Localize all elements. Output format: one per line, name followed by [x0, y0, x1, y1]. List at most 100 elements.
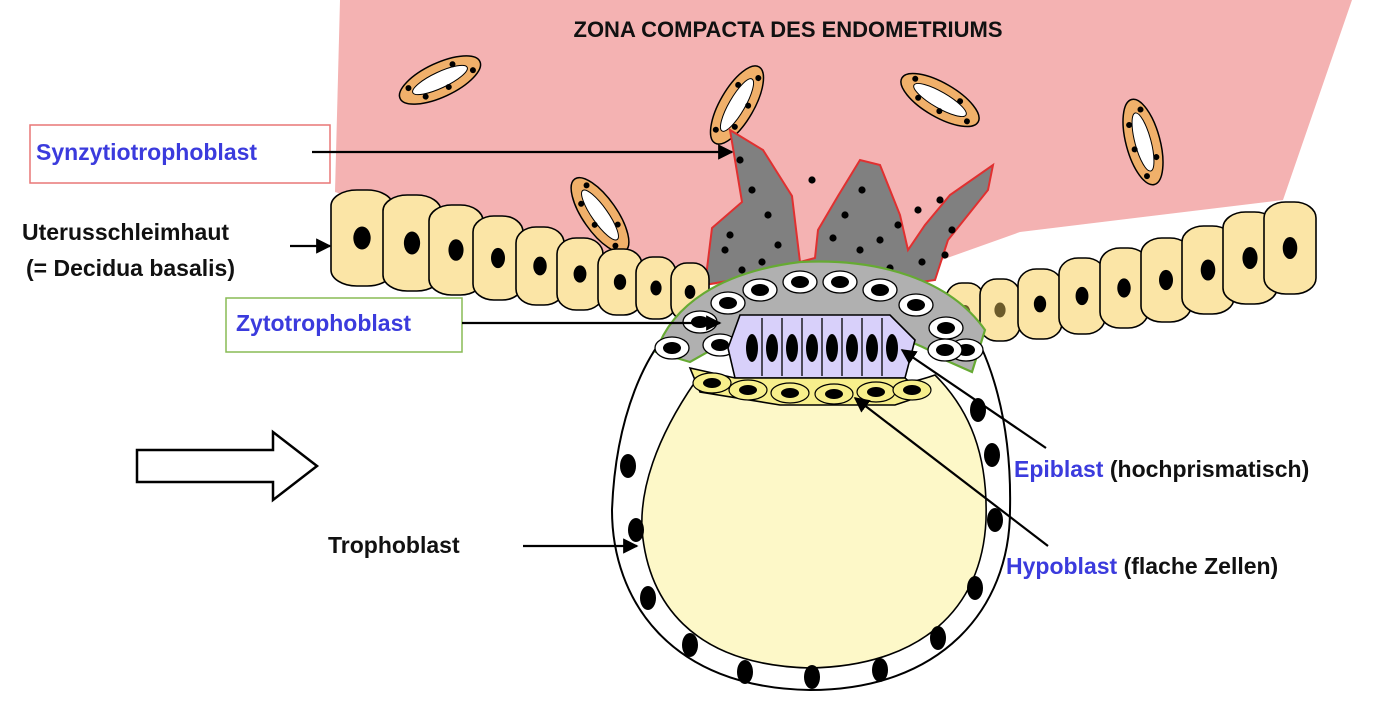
hypoblast-nucleus	[703, 378, 721, 388]
syncytium-nucleus	[721, 246, 729, 254]
stromal-cells	[398, 55, 1164, 254]
hypoblast-nucleus	[739, 385, 757, 395]
syncytium-nucleus	[941, 251, 949, 259]
syncytium-nucleus	[948, 226, 956, 234]
trophoblast-nucleus	[620, 454, 636, 478]
stromal-cell-dot	[915, 94, 922, 101]
epiblast-nucleus	[846, 334, 858, 362]
stromal-cell-dot	[731, 123, 738, 130]
syncytium-nucleus	[876, 236, 884, 244]
cell-nucleus	[1075, 286, 1089, 306]
epiblast-nucleus	[866, 334, 878, 362]
label-epiblast-note: (hochprismatisch)	[1103, 456, 1309, 482]
cell-nucleus	[994, 302, 1006, 318]
cytotrophoblast-nucleus	[791, 276, 809, 288]
stromal-cell	[398, 55, 482, 105]
stromal-cell-dot	[712, 126, 719, 133]
cell-nucleus	[1033, 295, 1047, 313]
cell-nucleus	[1242, 246, 1258, 270]
cytotrophoblast-nucleus	[719, 297, 737, 309]
stromal-cell-dot	[1126, 122, 1133, 129]
stromal-cell-core	[581, 189, 619, 241]
cytotrophoblast-nucleus	[871, 284, 889, 296]
trophoblast-nucleus	[682, 633, 698, 657]
cytotrophoblast-nucleus	[663, 342, 681, 354]
stromal-cell-core	[719, 78, 755, 132]
cytotrophoblast-nucleus	[751, 284, 769, 296]
cell-nucleus	[403, 231, 421, 255]
cytotrophoblast-nucleus	[936, 344, 954, 356]
cell-nucleus	[613, 274, 627, 290]
cell-nucleus	[491, 247, 505, 269]
label-hypoblast-note: (flache Zellen)	[1117, 553, 1278, 579]
stromal-cell-dot	[445, 83, 452, 90]
stromal-cell-dot	[1143, 173, 1150, 180]
hypoblast-nucleus	[903, 385, 921, 395]
epiblast-nucleus	[746, 334, 758, 362]
cell-nucleus	[533, 256, 547, 276]
stromal-cell-core	[913, 82, 967, 118]
stromal-cell-dot	[745, 102, 752, 109]
stromal-cell-dot	[1137, 106, 1144, 113]
stromal-cell-dot	[936, 108, 943, 115]
cytotrophoblast-nucleus	[937, 322, 955, 334]
cell-nucleus	[1159, 269, 1173, 291]
label-epiblast-name: Epiblast	[1014, 456, 1104, 482]
label-decidua-basalis: (= Decidua basalis)	[26, 255, 235, 281]
stromal-cell-dot	[957, 98, 964, 105]
syncytium-nucleus	[726, 231, 734, 239]
syncytium-nucleus	[808, 176, 816, 184]
cytotrophoblast-nucleus	[831, 276, 849, 288]
label-synzytiotrophoblast: Synzytiotrophoblast	[36, 139, 257, 165]
syncytium-nucleus	[829, 234, 837, 242]
stromal-cell-dot	[912, 75, 919, 82]
cell-nucleus	[684, 285, 696, 299]
cell-nucleus	[1282, 236, 1298, 260]
cell-nucleus	[1200, 259, 1216, 281]
stromal-cell-dot	[405, 85, 412, 92]
stromal-cell-dot	[612, 242, 619, 249]
trophoblast-nucleus	[640, 586, 656, 610]
syncytium-nucleus	[774, 241, 782, 249]
syncytium-nucleus	[856, 246, 864, 254]
label-hypoblast-name: Hypoblast	[1006, 553, 1118, 579]
cell-nucleus	[650, 280, 662, 296]
trophoblast-nucleus	[984, 443, 1000, 467]
uterine-epithelium	[330, 189, 1317, 342]
stromal-cell	[709, 65, 765, 145]
epiblast-nucleus	[826, 334, 838, 362]
hypoblast-nucleus	[781, 388, 799, 398]
hypoblast-nucleus	[825, 389, 843, 399]
blastocyst	[610, 260, 1012, 692]
epiblast-nucleus	[766, 334, 778, 362]
stromal-cell-dot	[422, 93, 429, 100]
stromal-cell	[1122, 98, 1164, 186]
blastocoel	[641, 374, 987, 669]
title: ZONA COMPACTA DES ENDOMETRIUMS	[574, 17, 1003, 42]
cell-nucleus	[1117, 278, 1131, 298]
stromal-cell-dot	[578, 200, 585, 207]
syncytium-nucleus	[841, 211, 849, 219]
syncytium-nucleus	[894, 221, 902, 229]
label-epiblast: Epiblast (hochprismatisch)	[1014, 456, 1309, 482]
synzytio-label-box	[29, 124, 331, 184]
arrow-epiblast	[900, 349, 1047, 449]
stromal-cell-dot	[755, 75, 762, 82]
label-trophoblast: Trophoblast	[328, 532, 460, 558]
label-uterusschleimhaut: Uterusschleimhaut	[22, 219, 229, 245]
stromal-cell-dot	[591, 221, 598, 228]
trophoblast-nucleus	[628, 518, 644, 542]
syncytium-nucleus	[858, 186, 866, 194]
right-arrow-outline-icon	[135, 429, 320, 503]
cytotrophoblast-nucleus	[711, 339, 729, 351]
epiblast-nucleus	[786, 334, 798, 362]
syncytium-nucleus	[736, 156, 744, 164]
stromal-cell-core	[1131, 112, 1155, 172]
cell-nucleus	[448, 239, 464, 261]
cytotrophoblast-nucleus	[907, 299, 925, 311]
stromal-cell-dot	[1131, 146, 1138, 153]
stromal-cell-dot	[735, 81, 742, 88]
stromal-cell-dot	[583, 182, 590, 189]
syncytium-nucleus	[738, 266, 746, 274]
